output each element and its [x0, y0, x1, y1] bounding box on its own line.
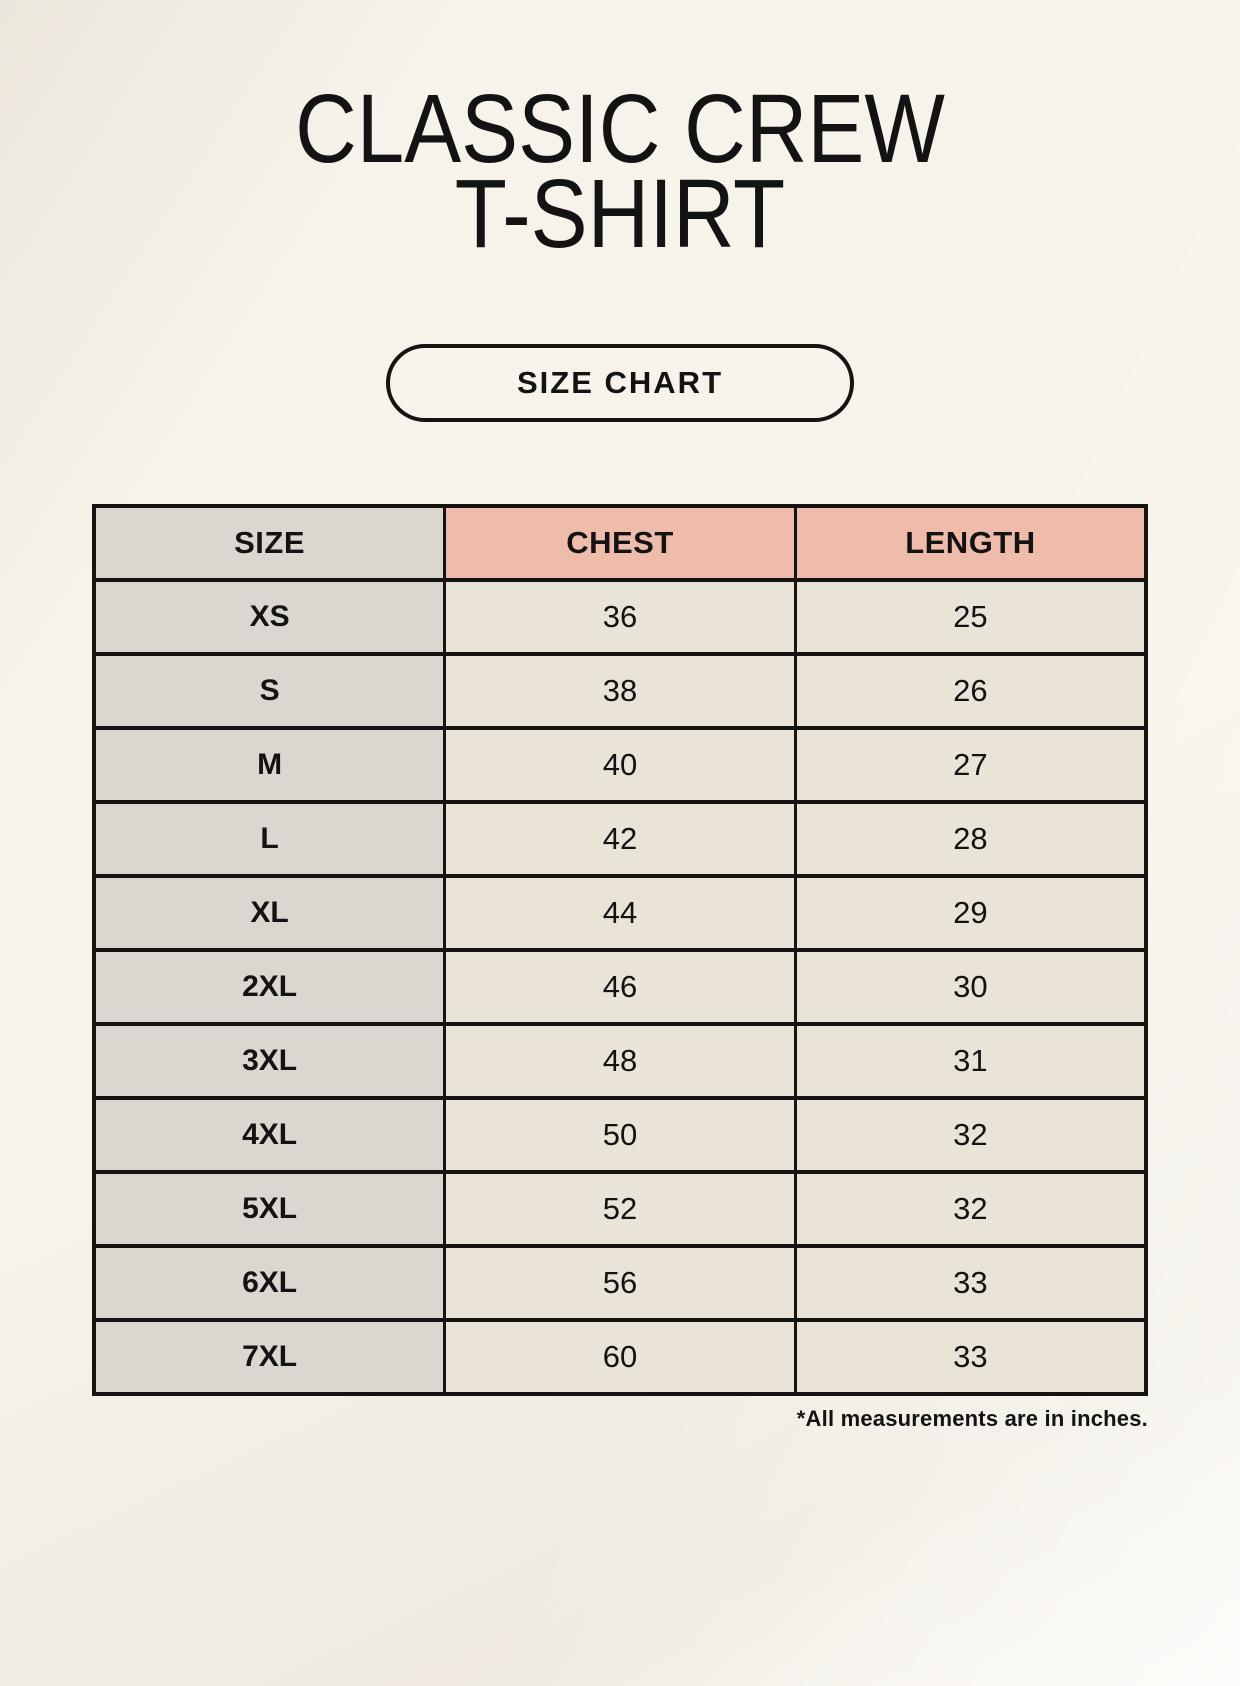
- size-label-cell: 2XL: [92, 948, 447, 1026]
- chest-value-cell: 50: [443, 1096, 797, 1174]
- table-header-row: SIZE CHEST LENGTH: [92, 504, 1148, 582]
- chest-value-cell: 46: [443, 948, 797, 1026]
- table-row: 2XL 46 30: [92, 948, 1148, 1026]
- table-row: M 40 27: [92, 726, 1148, 804]
- length-value-cell: 27: [793, 726, 1148, 804]
- length-value-cell: 26: [793, 652, 1148, 730]
- size-label-cell: 6XL: [92, 1244, 447, 1322]
- table-row: XL 44 29: [92, 874, 1148, 952]
- size-label-cell: 4XL: [92, 1096, 447, 1174]
- length-value-cell: 28: [793, 800, 1148, 878]
- column-header-length: LENGTH: [793, 504, 1148, 582]
- length-value-cell: 29: [793, 874, 1148, 952]
- column-header-chest: CHEST: [443, 504, 797, 582]
- length-value-cell: 30: [793, 948, 1148, 1026]
- title-line-1: CLASSIC CREW: [295, 74, 945, 183]
- chest-value-cell: 56: [443, 1244, 797, 1322]
- length-value-cell: 31: [793, 1022, 1148, 1100]
- size-label-cell: L: [92, 800, 447, 878]
- size-label-cell: XS: [92, 578, 447, 656]
- size-table-section: SIZE CHEST LENGTH XS 36 25 S 38 26 M 40 27 L 42 28 X…: [92, 504, 1148, 1432]
- page-title: CLASSIC CREW T-SHIRT: [74, 74, 1165, 268]
- size-label-cell: 7XL: [92, 1318, 447, 1396]
- table-row: L 42 28: [92, 800, 1148, 878]
- length-value-cell: 33: [793, 1244, 1148, 1322]
- table-row: 7XL 60 33: [92, 1318, 1148, 1396]
- size-chart-badge-row: SIZE CHART: [0, 344, 1240, 422]
- table-row: 4XL 50 32: [92, 1096, 1148, 1174]
- title-line-2: T-SHIRT: [454, 159, 786, 268]
- chest-value-cell: 60: [443, 1318, 797, 1396]
- length-value-cell: 32: [793, 1096, 1148, 1174]
- size-table-body: XS 36 25 S 38 26 M 40 27 L 42 28 XL 44 29 2XL 46 30 3XL 48 3…: [92, 578, 1148, 1396]
- size-label-cell: S: [92, 652, 447, 730]
- table-row: 5XL 52 32: [92, 1170, 1148, 1248]
- size-table-head: SIZE CHEST LENGTH: [92, 504, 1148, 582]
- size-chart-badge: SIZE CHART: [386, 344, 854, 422]
- size-chart-table: SIZE CHEST LENGTH XS 36 25 S 38 26 M 40 27 L 42 28 X…: [92, 504, 1148, 1396]
- size-label-cell: 3XL: [92, 1022, 447, 1100]
- size-label-cell: XL: [92, 874, 447, 952]
- chest-value-cell: 52: [443, 1170, 797, 1248]
- table-row: S 38 26: [92, 652, 1148, 730]
- chest-value-cell: 38: [443, 652, 797, 730]
- chest-value-cell: 48: [443, 1022, 797, 1100]
- size-chart-page: CLASSIC CREW T-SHIRT SIZE CHART SIZE CHE…: [0, 74, 1240, 1686]
- length-value-cell: 33: [793, 1318, 1148, 1396]
- table-row: XS 36 25: [92, 578, 1148, 656]
- size-label-cell: M: [92, 726, 447, 804]
- table-row: 6XL 56 33: [92, 1244, 1148, 1322]
- table-row: 3XL 48 31: [92, 1022, 1148, 1100]
- column-header-size: SIZE: [92, 504, 447, 582]
- measurements-note: *All measurements are in inches.: [796, 1406, 1148, 1431]
- size-label-cell: 5XL: [92, 1170, 447, 1248]
- chest-value-cell: 36: [443, 578, 797, 656]
- length-value-cell: 25: [793, 578, 1148, 656]
- length-value-cell: 32: [793, 1170, 1148, 1248]
- chest-value-cell: 42: [443, 800, 797, 878]
- chest-value-cell: 40: [443, 726, 797, 804]
- chest-value-cell: 44: [443, 874, 797, 952]
